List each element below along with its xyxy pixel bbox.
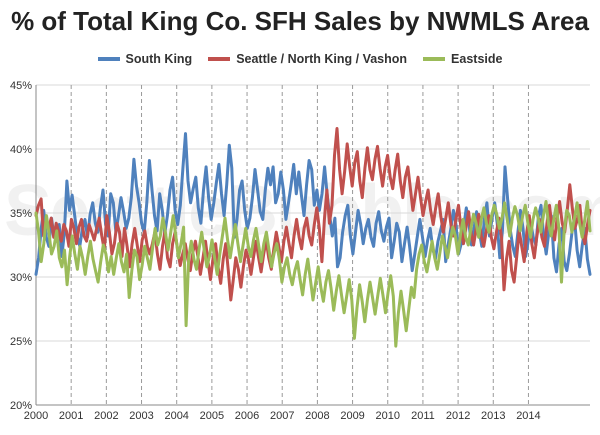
x-tick-label: 2000 xyxy=(24,410,48,422)
x-tick-label: 2006 xyxy=(235,410,259,422)
chart-title: % of Total King Co. SFH Sales by NWMLS A… xyxy=(11,6,589,36)
x-tick-label: 2012 xyxy=(446,410,470,422)
legend-swatch-seattle xyxy=(208,57,231,61)
legend-swatch-eastside xyxy=(423,57,446,61)
series-line-eastside xyxy=(34,200,592,348)
x-tick-label: 2003 xyxy=(129,410,153,422)
x-tick-label: 2002 xyxy=(94,410,118,422)
y-tick-label: 40% xyxy=(10,144,32,156)
x-tick-label: 2014 xyxy=(516,410,540,422)
x-tick-label: 2011 xyxy=(411,410,435,422)
x-tick-label: 2013 xyxy=(481,410,505,422)
y-tick-label: 30% xyxy=(10,272,32,284)
y-tick-label: 35% xyxy=(10,208,32,220)
x-tick-label: 2004 xyxy=(164,410,188,422)
y-tick-label: 45% xyxy=(10,80,32,92)
legend-label-south-king: South King xyxy=(125,52,193,66)
legend-label-seattle: Seattle / North King / Vashon xyxy=(236,52,408,66)
y-tick-label: 20% xyxy=(10,400,32,412)
x-tick-label: 2001 xyxy=(59,410,83,422)
x-tick-label: 2005 xyxy=(200,410,224,422)
legend-label-eastside: Eastside xyxy=(451,52,503,66)
legend-swatch-south-king xyxy=(97,57,120,61)
legend-item-seattle: Seattle / North King / Vashon xyxy=(208,52,407,66)
x-tick-label: 2010 xyxy=(376,410,400,422)
x-tick-label: 2008 xyxy=(305,410,329,422)
legend: South King Seattle / North King / Vashon… xyxy=(0,52,600,66)
y-tick-label: 25% xyxy=(10,336,32,348)
legend-item-eastside: Eastside xyxy=(423,52,502,66)
x-tick-label: 2007 xyxy=(270,410,294,422)
legend-item-south-king: South King xyxy=(97,52,193,66)
x-tick-label: 2009 xyxy=(340,410,364,422)
